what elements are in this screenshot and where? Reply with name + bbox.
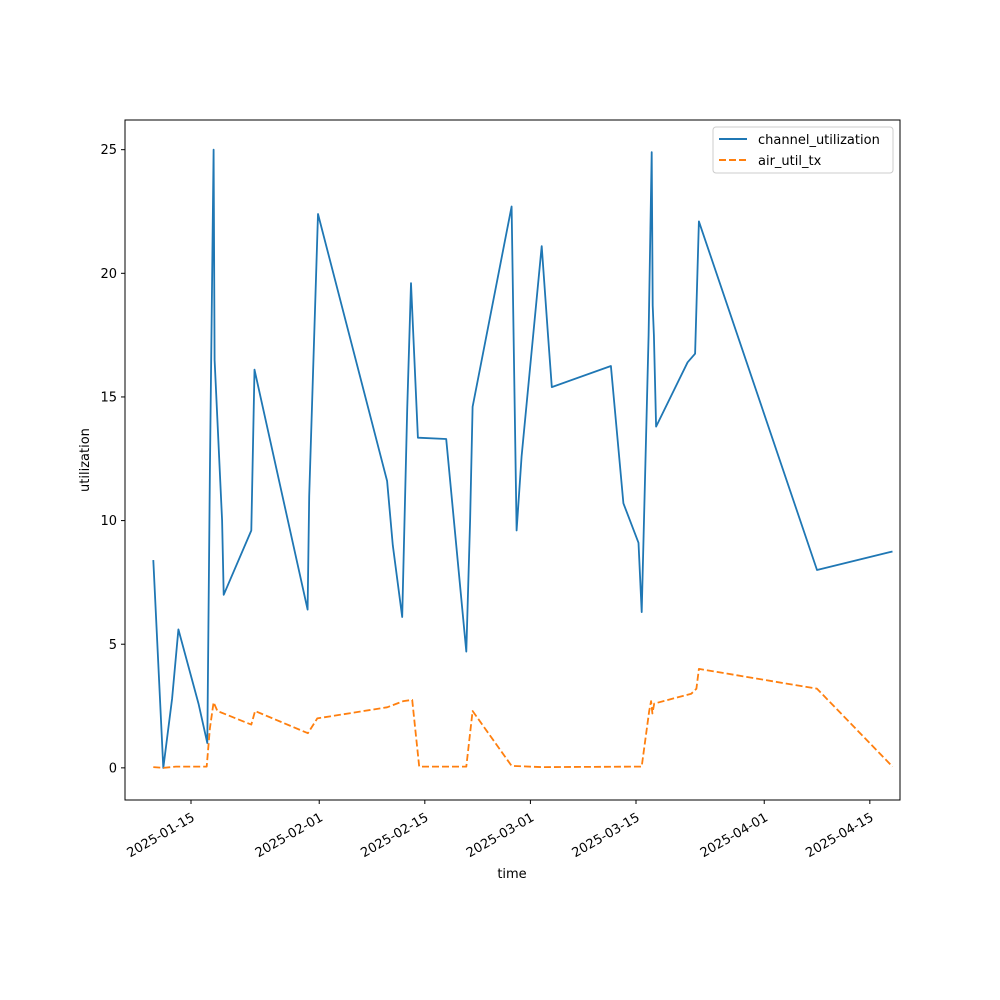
- y-tick-label: 10: [100, 514, 117, 529]
- y-tick-label: 5: [109, 638, 117, 653]
- legend-label-air-util-tx: air_util_tx: [758, 154, 822, 169]
- legend-box: [712, 126, 894, 174]
- series-layer: [152, 148, 894, 769]
- legend: channel_utilization air_util_tx: [712, 126, 894, 174]
- x-axis-label: time: [497, 867, 526, 882]
- y-tick-label: 0: [109, 761, 117, 776]
- y-tick-label: 25: [100, 143, 117, 158]
- y-tick-label: 15: [100, 390, 117, 405]
- y-tick-label: 20: [100, 267, 117, 282]
- y-axis-label: utilization: [78, 428, 93, 492]
- legend-label-channel-utilization: channel_utilization: [758, 133, 880, 148]
- series-line-channel-utilization: [152, 148, 893, 769]
- plot-frame: [124, 119, 901, 801]
